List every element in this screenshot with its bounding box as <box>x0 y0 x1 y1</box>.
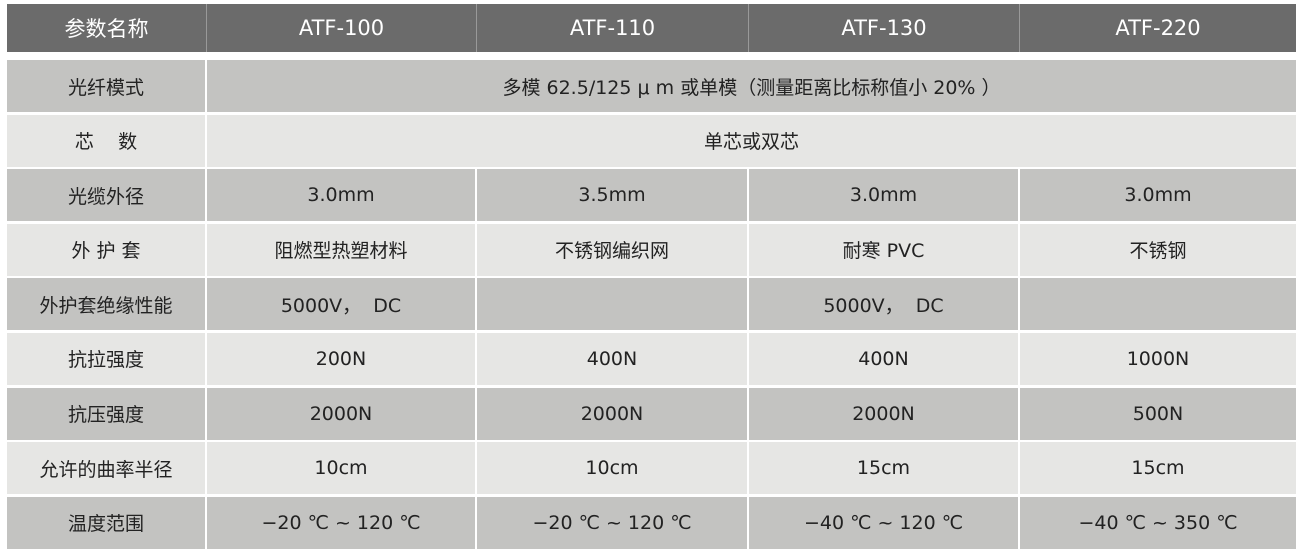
row-label: 芯 数 <box>7 114 207 167</box>
table-row: 光缆外径 3.0mm 3.5mm 3.0mm 3.0mm <box>7 169 1296 222</box>
header-atf-100: ATF-100 <box>207 4 477 52</box>
table-row: 温度范围 −20 ℃ ~ 120 ℃ −20 ℃ ~ 120 ℃ −40 ℃ ~ 12… <box>7 496 1296 549</box>
table-row: 抗拉强度 200N 400N 400N 1000N <box>7 332 1296 385</box>
row-label: 抗拉强度 <box>7 332 207 385</box>
table-cell: −20 ℃ ~ 120 ℃ <box>207 496 477 549</box>
table-cell: 3.0mm <box>1124 184 1192 207</box>
header-atf-110: ATF-110 <box>477 4 749 52</box>
table-cell: 阻燃型热塑材料 <box>207 223 477 276</box>
row-label: 光纤模式 <box>7 60 207 112</box>
table-cell: 1000N <box>1126 347 1190 370</box>
table-cell <box>477 278 749 331</box>
row-label: 抗压强度 <box>7 387 207 440</box>
header-param: 参数名称 <box>7 4 207 52</box>
table-cell: 15cm <box>1131 457 1185 480</box>
table-cell: 15cm <box>749 442 1020 495</box>
table-cell: 10cm <box>477 442 749 495</box>
table-cell: 不锈钢编织网 <box>477 223 749 276</box>
row-label: 温度范围 <box>7 496 207 549</box>
table-cell: 2000N <box>749 387 1020 440</box>
table-cell: 3.0mm <box>207 169 477 222</box>
table-row: 允许的曲率半径 10cm 10cm 15cm 15cm <box>7 442 1296 495</box>
table-cell: 3.0mm <box>749 169 1020 222</box>
table-cell: 400N <box>477 332 749 385</box>
merged-cell: 单芯或双芯 <box>703 131 799 154</box>
table-cell: −20 ℃ ~ 120 ℃ <box>477 496 749 549</box>
row-label: 允许的曲率半径 <box>7 442 207 495</box>
table-row: 外 护 套阻燃型热塑材料 不锈钢编织网 耐寒 PVC 不锈钢 <box>7 223 1296 276</box>
table-row: 芯 数 单芯或双芯 <box>7 114 1296 167</box>
table-cell: 500N <box>1132 402 1184 425</box>
table-cell: 200N <box>207 332 477 385</box>
table-cell: 2000N <box>207 387 477 440</box>
row-label: 光缆外径 <box>7 169 207 222</box>
table-cell: 10cm <box>207 442 477 495</box>
table-row: 外护套绝缘性能 5000V， DC 5000V， DC <box>7 278 1296 331</box>
table-cell: 3.5mm <box>477 169 749 222</box>
row-label: 外 护 套 <box>7 223 207 276</box>
header-atf-220: ATF-220 <box>1115 16 1201 40</box>
merged-cell: 多模 62.5/125 μ m 或单模（测量距离比标称值小 20% ） <box>502 76 1001 99</box>
table-cell: −40 ℃ ~ 350 ℃ <box>1078 511 1238 534</box>
table-cell: 400N <box>749 332 1020 385</box>
table-header: 参数名称 ATF-100 ATF-110 ATF-130 ATF-220 <box>7 4 1296 52</box>
header-atf-130: ATF-130 <box>749 4 1020 52</box>
table-cell: 耐寒 PVC <box>749 223 1020 276</box>
row-label: 外护套绝缘性能 <box>7 278 207 331</box>
table-row: 光纤模式 多模 62.5/125 μ m 或单模（测量距离比标称值小 20% ） <box>7 60 1296 112</box>
table-row: 抗压强度 2000N 2000N 2000N 500N <box>7 387 1296 440</box>
table-cell: 5000V， DC <box>207 278 477 331</box>
table-cell: 2000N <box>477 387 749 440</box>
spec-table: 参数名称 ATF-100 ATF-110 ATF-130 ATF-220 光纤模… <box>7 4 1296 551</box>
table-cell: 不锈钢 <box>1129 240 1187 263</box>
table-cell: 5000V， DC <box>749 278 1020 331</box>
table-cell: −40 ℃ ~ 120 ℃ <box>749 496 1020 549</box>
table-cell <box>1020 278 1296 330</box>
